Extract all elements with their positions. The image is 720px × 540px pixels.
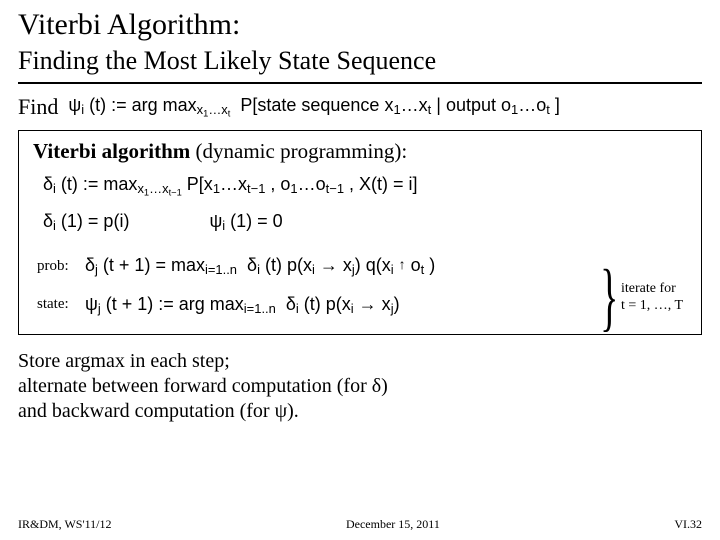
psi-init: ψi (1) = 0	[209, 211, 282, 233]
delta-init: δi (1) = p(i)	[43, 211, 129, 233]
init-row: δi (1) = p(i) ψi (1) = 0	[43, 211, 687, 233]
delta-definition: δi (t) := maxx1…xt−1 P[x1…xt−1 , o1…ot−1…	[43, 174, 687, 198]
prob-row: prob: δj (t + 1) = maxi=1..n δi (t) p(xi…	[37, 255, 687, 277]
bottom-line-3: and backward computation (for ψ).	[18, 400, 299, 422]
state-label: state:	[37, 296, 85, 313]
bottom-text: Store argmax in each step; alternate bet…	[18, 349, 702, 424]
bottom-line-2: alternate between forward computation (f…	[18, 375, 388, 397]
footer-left: IR&DM, WS'11/12	[18, 517, 112, 532]
find-equation: ψi (t) := arg maxx1…xt P[state sequence …	[68, 95, 560, 119]
slide-subtitle: Finding the Most Likely State Sequence	[18, 45, 702, 76]
state-row: state: ψj (t + 1) := arg maxi=1..n δi (t…	[37, 294, 687, 316]
footer: IR&DM, WS'11/12 December 15, 2011 VI.32	[18, 517, 702, 532]
title-divider	[18, 82, 702, 84]
slide-title: Viterbi Algorithm:	[18, 8, 702, 43]
iterate-brace: } iterate for t = 1, …, T	[591, 255, 695, 341]
box-title: Viterbi algorithm (dynamic programming):	[33, 139, 687, 164]
find-row: Find ψi (t) := arg maxx1…xt P[state sequ…	[18, 94, 702, 120]
footer-center: December 15, 2011	[346, 517, 440, 532]
footer-right: VI.32	[674, 517, 702, 532]
prob-label: prob:	[37, 258, 85, 275]
algorithm-box: Viterbi algorithm (dynamic programming):…	[18, 130, 702, 335]
right-brace-icon: }	[600, 267, 618, 328]
find-label: Find	[18, 94, 58, 120]
bottom-line-1: Store argmax in each step;	[18, 350, 230, 372]
iterate-text: iterate for t = 1, …, T	[621, 281, 695, 315]
